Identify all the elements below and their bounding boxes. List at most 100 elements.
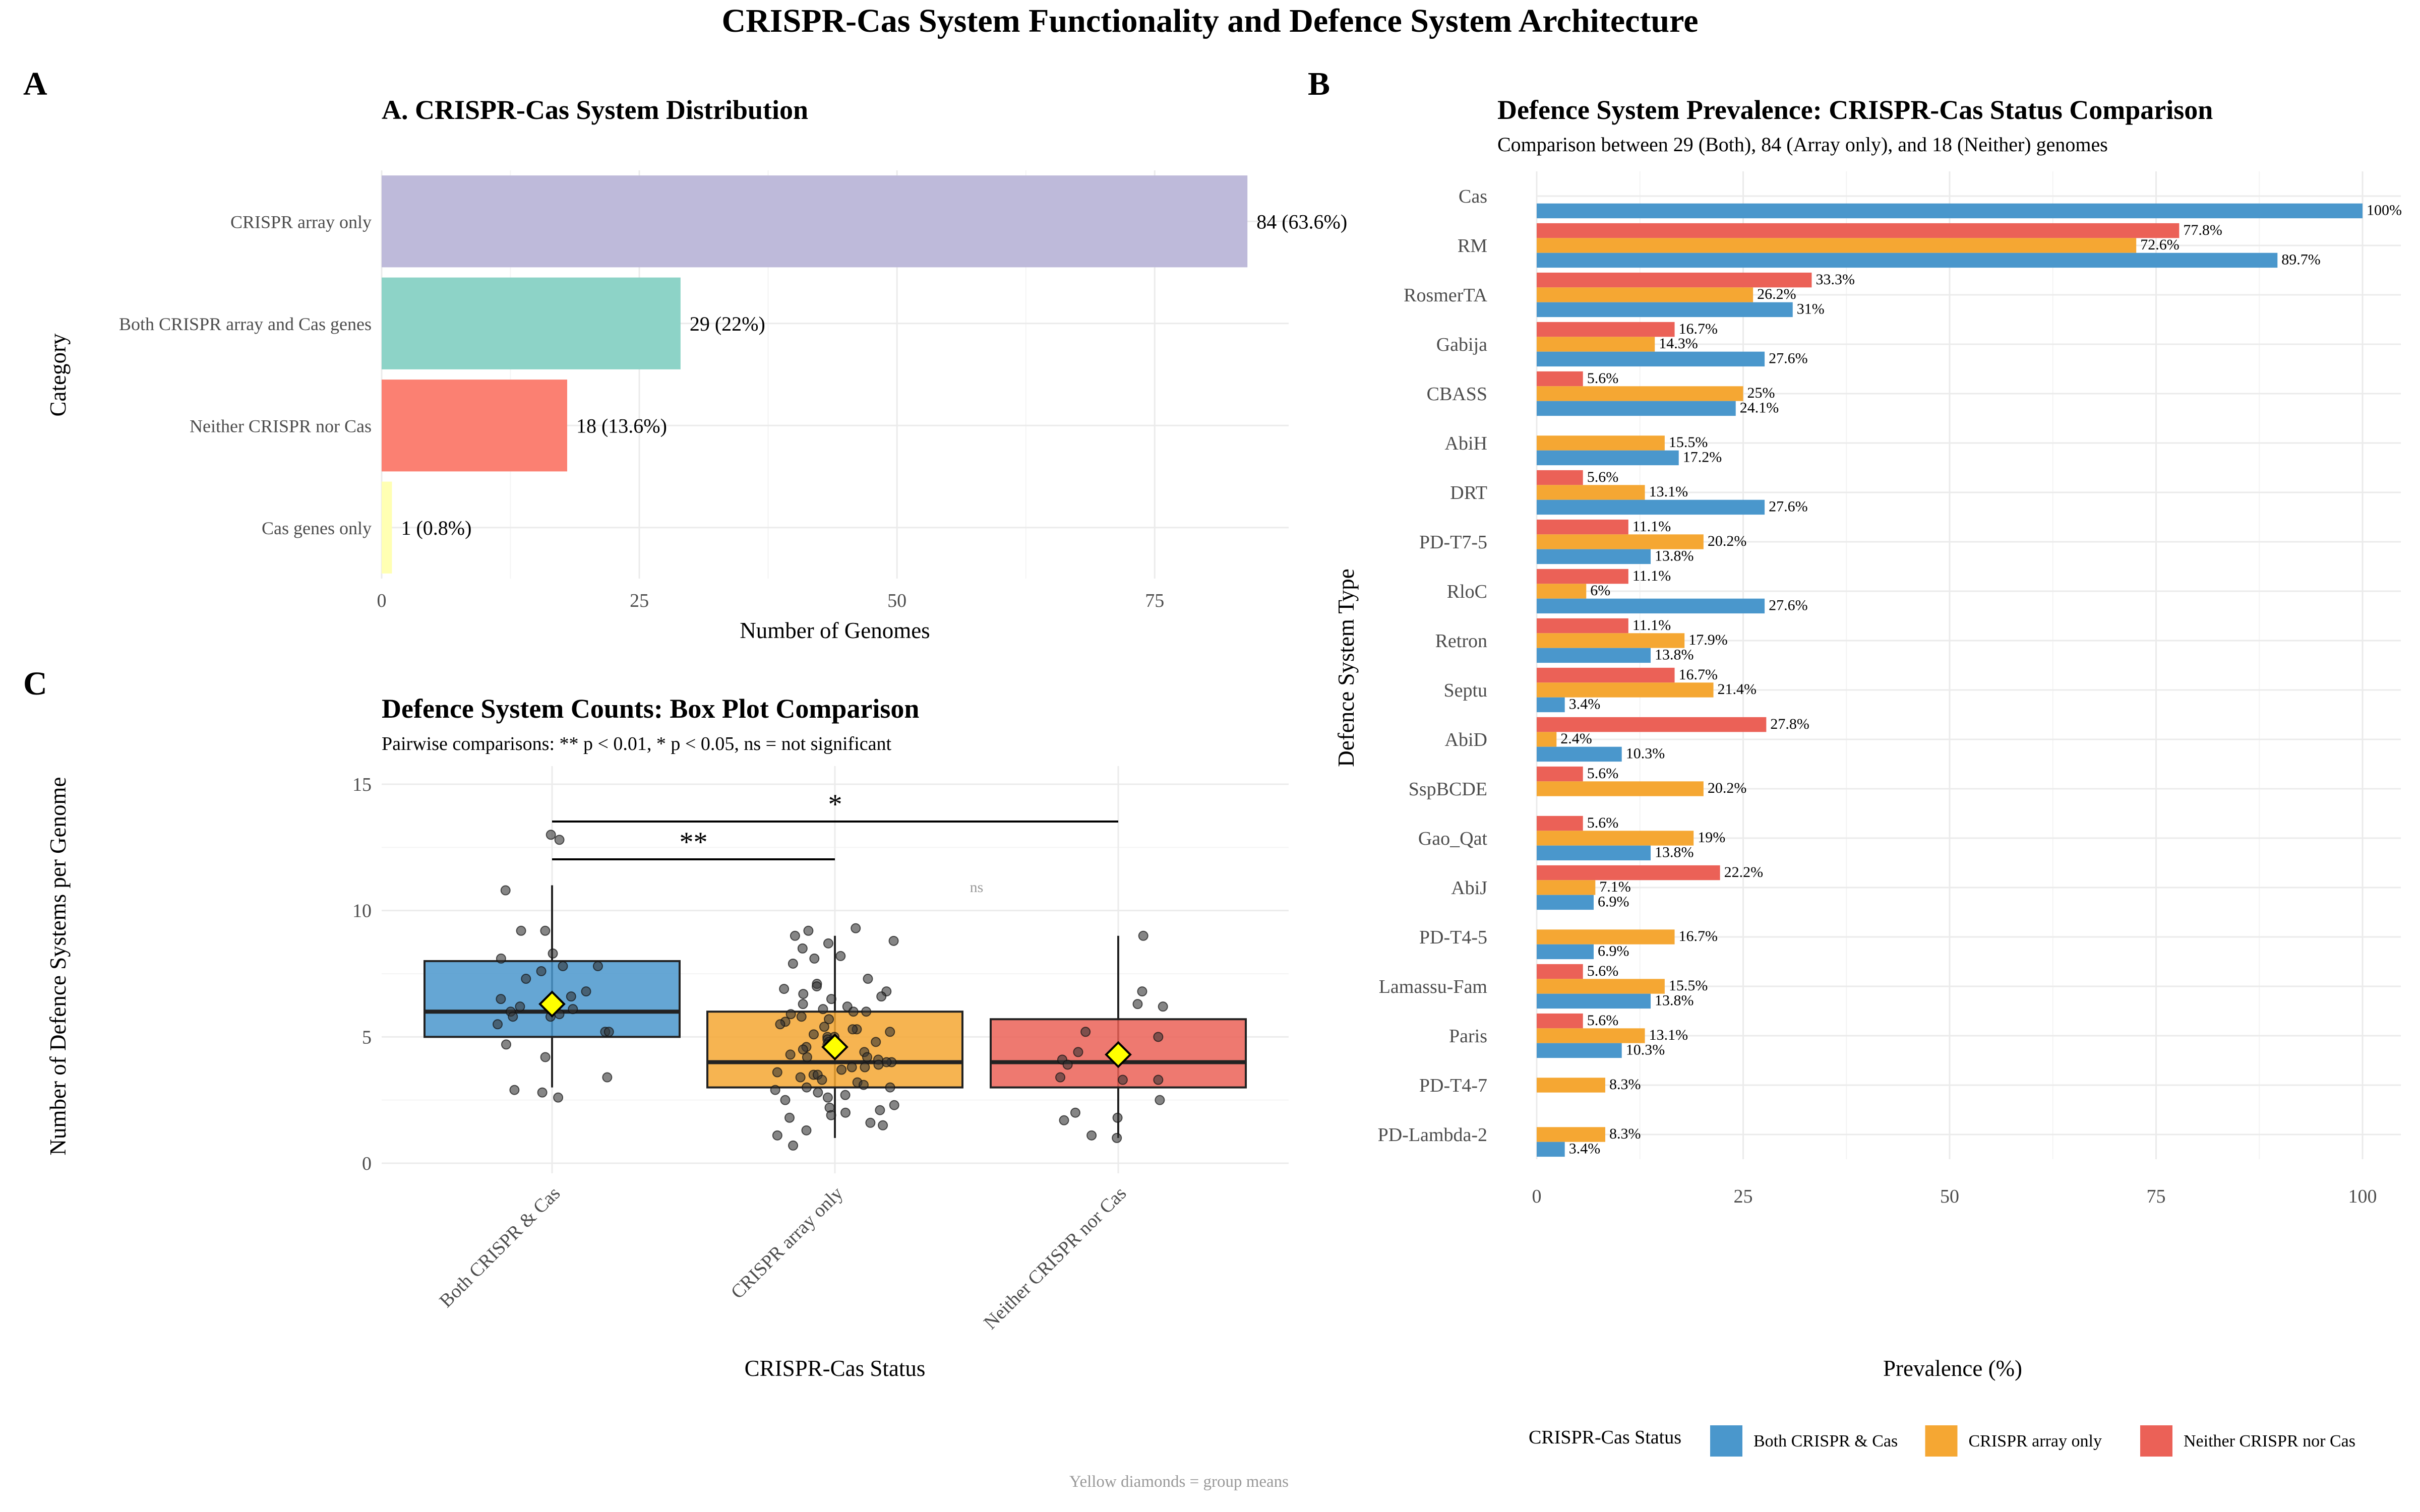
panel-c-point <box>865 1117 876 1128</box>
panel-b-bar-array <box>1537 880 1596 895</box>
panel-a-bar <box>382 380 567 472</box>
panel-b-category-label: PD-T4-5 <box>1419 927 1487 948</box>
panel-c-point <box>568 1004 578 1015</box>
panel-a-bar-label: 1 (0.8%) <box>401 517 471 539</box>
panel-c-point <box>888 935 899 946</box>
panel-c-point <box>813 1087 823 1098</box>
panel-b-bar-array <box>1537 831 1694 846</box>
panel-a-category-label: Cas genes only <box>262 518 372 538</box>
panel-c-significance-label: ** <box>680 827 708 858</box>
panel-c-point <box>819 1022 829 1032</box>
panel-c-point <box>496 953 506 964</box>
panel-c-point <box>1073 1047 1083 1057</box>
panel-c-point <box>798 989 809 999</box>
panel-b-bar-both <box>1537 450 1679 466</box>
panel-c-point <box>885 1082 895 1093</box>
panel-c-point <box>788 958 798 969</box>
panel-b-xlabel: Prevalence (%) <box>1883 1356 2022 1381</box>
panel-b-bar-label: 89.7% <box>2281 251 2321 268</box>
panel-b-bar-neither <box>1537 964 1583 979</box>
panel-b-bar-label: 5.6% <box>1587 1012 1619 1029</box>
panel-c-point <box>501 1039 511 1050</box>
panel-c-point <box>1153 1032 1164 1042</box>
panel-a-bar <box>382 175 1248 268</box>
panel-b-category-label: AbiH <box>1445 433 1487 454</box>
panel-b-bar-label: 5.6% <box>1587 370 1619 387</box>
panel-b-bar-label: 13.1% <box>1649 1027 1688 1043</box>
panel-c-point <box>785 1049 796 1060</box>
panel-c-tick-label: 0 <box>362 1153 372 1174</box>
panel-c-point <box>840 1090 851 1100</box>
panel-c-point <box>516 925 526 936</box>
panel-c-point <box>1153 1075 1164 1085</box>
panel-c-point <box>803 925 814 936</box>
panel-a-bar <box>382 277 681 369</box>
panel-c-point <box>1080 1027 1091 1037</box>
panel-b-bar-label: 27.6% <box>1769 597 1808 614</box>
panel-c-point <box>808 1029 819 1040</box>
panel-b-bar-label: 5.6% <box>1587 814 1619 831</box>
panel-c-point <box>835 951 846 961</box>
panel-c-point <box>1070 1107 1080 1118</box>
panel-c-point <box>822 1092 833 1103</box>
legend-title: CRISPR-Cas Status <box>1529 1427 1681 1448</box>
panel-b-bar-both <box>1537 845 1651 861</box>
panel-c-point <box>521 974 531 984</box>
panel-c-point <box>553 1092 564 1103</box>
panel-b-bar-both <box>1537 499 1765 515</box>
panel-b-bar-label: 7.1% <box>1599 878 1631 895</box>
panel-b-title: Defence System Prevalence: CRISPR-Cas St… <box>1497 95 2213 125</box>
panel-b-bar-array <box>1537 682 1714 698</box>
panel-a-xlabel: Number of Genomes <box>740 618 930 643</box>
panel-c-point <box>1112 1112 1123 1123</box>
panel-b-bar-array <box>1537 1127 1605 1142</box>
panel-b-bar-label: 100% <box>2367 202 2402 219</box>
panel-c-boxplot: Defence System Counts: Box Plot Comparis… <box>45 694 1289 1491</box>
panel-b-bar-label: 17.2% <box>1683 449 1722 466</box>
panel-c-point <box>1155 1095 1165 1105</box>
panel-b-category-label: CBASS <box>1427 384 1487 405</box>
panel-b-bar-array <box>1537 929 1675 944</box>
panel-b-category-label: Gabija <box>1436 334 1487 355</box>
panel-b-bar-label: 13.8% <box>1655 992 1694 1009</box>
panel-b-bar-label: 6.9% <box>1598 943 1629 960</box>
panel-c-point <box>871 1037 881 1047</box>
panel-b-bar-array <box>1537 781 1704 796</box>
panel-c-point <box>840 1107 851 1118</box>
panel-b-bar-both <box>1537 598 1765 614</box>
panel-c-point <box>797 943 808 954</box>
panel-letter-c: C <box>23 665 47 702</box>
panel-b-bar-both <box>1537 944 1594 960</box>
panel-b-tick-label: 0 <box>1532 1186 1542 1207</box>
panel-b-bar-label: 33.3% <box>1816 271 1855 288</box>
panel-a-tick-label: 75 <box>1145 590 1164 611</box>
panel-c-point <box>802 1052 812 1062</box>
figure-title: CRISPR-Cas System Functionality and Defe… <box>721 3 1698 39</box>
panel-b-tick-label: 100 <box>2348 1186 2377 1207</box>
panel-c-caption: Yellow diamonds = group means <box>1069 1473 1289 1491</box>
panel-c-point <box>1055 1072 1066 1083</box>
panel-c-point <box>540 925 551 936</box>
panel-c-point <box>826 1110 836 1120</box>
panel-b-bar-label: 13.8% <box>1655 844 1694 861</box>
panel-b-category-label: PD-Lambda-2 <box>1378 1124 1487 1146</box>
panel-c-point <box>795 1072 806 1083</box>
panel-c-point <box>1138 930 1148 941</box>
legend-swatch-array <box>1925 1425 1958 1457</box>
panel-c-point <box>603 1027 614 1037</box>
panel-b-bar-neither <box>1537 223 2180 238</box>
panel-b-category-label: Retron <box>1435 631 1487 652</box>
panel-b-bar-label: 26.2% <box>1757 286 1796 302</box>
panel-c-point <box>1158 1001 1168 1012</box>
panel-c-title: Defence System Counts: Box Plot Comparis… <box>382 694 919 724</box>
panel-c-point <box>848 1024 858 1035</box>
panel-b-bar-both <box>1537 302 1793 318</box>
panel-c-point <box>1132 999 1143 1010</box>
panel-c-subtitle: Pairwise comparisons: ** p < 0.01, * p <… <box>382 733 891 754</box>
panel-c-mean-marker <box>538 990 566 1018</box>
legend-label-both: Both CRISPR & Cas <box>1753 1432 1898 1451</box>
panel-b-bar-array <box>1537 1028 1645 1043</box>
panel-b-bar-label: 27.8% <box>1770 716 1809 732</box>
panel-b-bar-both <box>1537 697 1565 713</box>
panel-letter-b: B <box>1308 66 1330 102</box>
